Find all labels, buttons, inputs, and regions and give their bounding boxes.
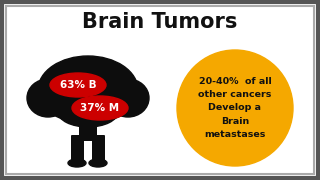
Ellipse shape bbox=[89, 159, 107, 167]
Ellipse shape bbox=[72, 96, 128, 120]
FancyBboxPatch shape bbox=[92, 135, 105, 165]
FancyBboxPatch shape bbox=[6, 6, 314, 174]
Ellipse shape bbox=[38, 56, 138, 124]
Text: Brain Tumors: Brain Tumors bbox=[82, 12, 238, 32]
Text: 63% B: 63% B bbox=[60, 80, 96, 90]
FancyBboxPatch shape bbox=[79, 117, 97, 141]
Ellipse shape bbox=[58, 97, 118, 127]
Ellipse shape bbox=[107, 79, 149, 117]
FancyBboxPatch shape bbox=[71, 135, 84, 165]
Text: 37% M: 37% M bbox=[80, 103, 120, 113]
Ellipse shape bbox=[50, 73, 106, 97]
Text: 20-40%  of all
other cancers
Develop a
Brain
metastases: 20-40% of all other cancers Develop a Br… bbox=[198, 77, 272, 139]
Circle shape bbox=[177, 50, 293, 166]
Ellipse shape bbox=[27, 79, 69, 117]
Ellipse shape bbox=[68, 159, 86, 167]
